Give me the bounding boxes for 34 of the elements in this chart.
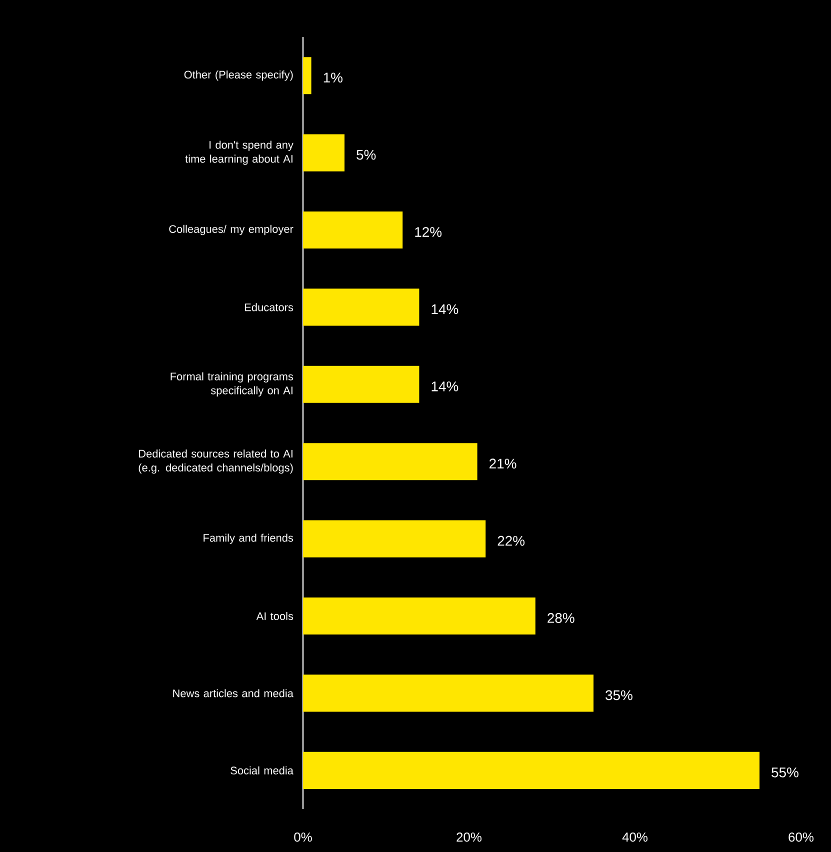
- x-tick-label: 20%: [456, 832, 482, 842]
- x-tick-label: 0%: [294, 832, 312, 842]
- bar: [303, 752, 760, 789]
- bar: [303, 443, 478, 480]
- data-label: 5%: [356, 150, 376, 160]
- data-label: 12%: [415, 227, 442, 237]
- data-label: 35%: [606, 690, 632, 700]
- bar: [303, 211, 403, 249]
- bar: [303, 134, 344, 172]
- bar: [303, 366, 420, 403]
- bar: [303, 597, 536, 635]
- data-label: 14%: [432, 382, 458, 392]
- x-tick-label: 60%: [788, 832, 814, 842]
- y-tick-label: Colleagues/ my employer: [169, 224, 294, 236]
- x-tick-label: 40%: [622, 832, 648, 842]
- y-tick-label: Social media: [230, 766, 294, 774]
- y-tick-label: Dedicated sources related to AI (e.g. dedicated channels/blogs): [138, 450, 293, 474]
- bar: [303, 520, 486, 558]
- y-tick-label: Educators: [245, 303, 294, 312]
- y-tick-label: Formal training programs specifically on AI: [170, 372, 294, 396]
- data-label: 28%: [548, 613, 574, 623]
- data-label: 21%: [490, 458, 516, 469]
- bar: [303, 674, 594, 712]
- bar: [303, 57, 312, 94]
- data-label: 55%: [772, 767, 798, 778]
- y-tick-label: AI tools: [256, 612, 294, 620]
- data-label: 1%: [324, 72, 342, 82]
- y-tick-label: Family and friends: [204, 534, 294, 544]
- bar: [303, 288, 420, 326]
- data-label: 22%: [498, 536, 525, 546]
- y-tick-label: Other (Please specify): [184, 70, 293, 81]
- data-label: 14%: [432, 304, 458, 314]
- y-tick-label: News articles and media: [173, 689, 294, 698]
- y-tick-label: I don't spend any time learning about AI: [185, 140, 294, 165]
